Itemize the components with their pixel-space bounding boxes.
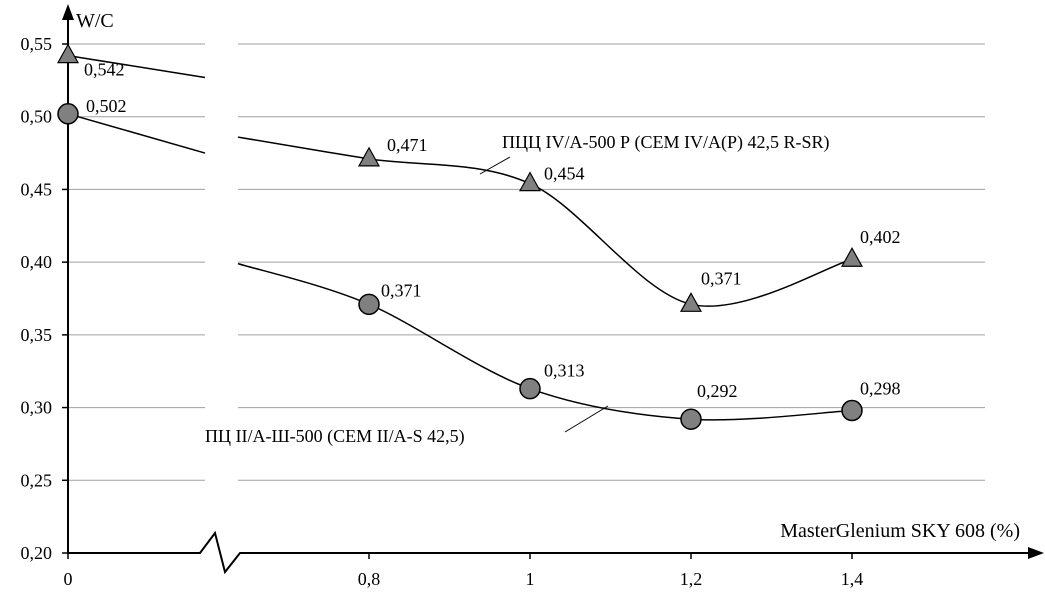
series-line — [67, 54, 206, 79]
data-label: 0,502 — [86, 96, 127, 116]
circle-marker — [358, 293, 380, 316]
axes — [62, 4, 1044, 575]
y-tick-label: 0,55 — [21, 34, 53, 54]
circle-marker — [519, 377, 541, 400]
triangle-marker — [357, 146, 381, 167]
data-label: 0,371 — [381, 280, 422, 300]
y-tick-label: 0,50 — [21, 107, 53, 127]
series-name-pc-ii: ПЦ II/А-Ш-500 (CEM II/A-S 42,5) — [205, 426, 465, 447]
data-label: 0,471 — [387, 135, 428, 155]
circle-marker — [680, 408, 702, 430]
y-tick-label: 0,35 — [21, 325, 53, 345]
y-axis-title: W/C — [76, 10, 114, 32]
series-name-leader — [564, 405, 609, 433]
y-tick-label: 0,30 — [21, 398, 53, 418]
data-label: 0,542 — [84, 60, 125, 80]
series-markers — [56, 43, 864, 430]
series-name-pcc-iv: ПЦЦ IV/А-500 Р (CEM IV/A(P) 42,5 R-SR) — [502, 132, 830, 153]
series-line — [237, 136, 853, 307]
data-label: 0,313 — [544, 361, 585, 381]
x-tick-label: 0,8 — [358, 569, 381, 589]
y-tick-label: 0,45 — [21, 179, 53, 199]
x-tick-label: 1 — [526, 569, 535, 589]
triangle-marker — [840, 246, 864, 267]
circle-marker — [841, 399, 863, 422]
x-axis-arrow — [1028, 547, 1044, 559]
y-tick-label: 0,40 — [21, 252, 53, 272]
data-label: 0,402 — [860, 227, 901, 247]
circle-marker — [57, 103, 79, 125]
triangle-marker — [679, 292, 703, 312]
triangle-marker — [518, 171, 542, 192]
y-axis-arrow — [62, 4, 74, 20]
y-tick-label: 0,20 — [21, 543, 53, 563]
data-label: 0,298 — [860, 378, 901, 398]
x-tick-label: 1,4 — [841, 569, 864, 589]
y-tick-label: 0,25 — [21, 470, 53, 490]
x-tick-labels: 0 0,8 1 1,2 1,4 — [64, 569, 864, 589]
y-tick-labels: 0,20 0,25 0,30 0,35 0,40 0,45 0,50 0,55 — [21, 34, 53, 563]
triangle-marker — [56, 43, 80, 64]
x-axis-title: MasterGlenium SKY 608 (%) — [780, 520, 1020, 542]
series-lines — [67, 54, 853, 433]
x-tick-label: 1,2 — [680, 569, 703, 589]
series-line — [67, 113, 206, 154]
data-labels: 0,542 0,471 0,454 0,371 0,402 0,502 0,371 0,313… — [84, 60, 901, 402]
x-tick-label: 0 — [64, 569, 73, 589]
data-label: 0,454 — [544, 164, 585, 184]
data-label: 0,371 — [701, 268, 742, 288]
x-axis-line — [68, 530, 1030, 575]
data-label: 0,292 — [697, 381, 738, 401]
grid-lines — [68, 43, 985, 481]
series-name-leader — [479, 156, 511, 175]
series-line — [237, 262, 853, 421]
